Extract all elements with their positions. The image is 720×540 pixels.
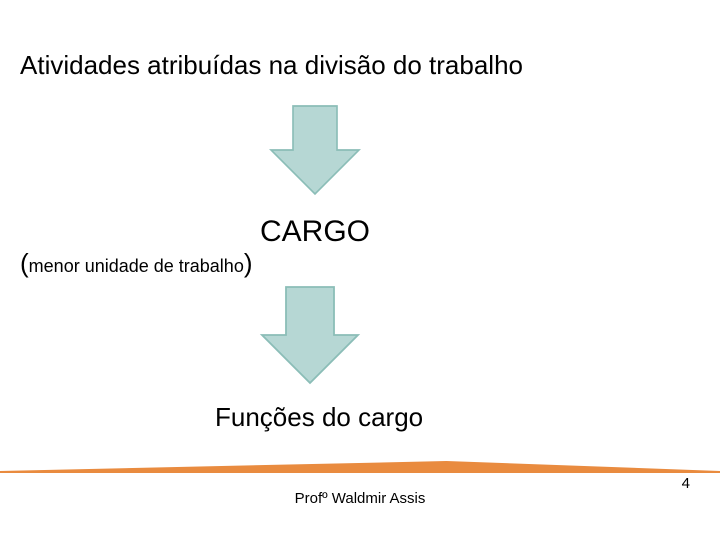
arrow-down-2 <box>250 275 370 395</box>
arrow-down-1 <box>260 95 370 205</box>
footer-author: Profº Waldmir Assis <box>0 490 720 507</box>
footer-divider <box>0 460 720 472</box>
arrow-down-icon <box>271 106 359 194</box>
cargo-heading: CARGO <box>260 215 370 249</box>
slide-title: Atividades atribuídas na divisão do trab… <box>20 50 523 81</box>
page-number: 4 <box>682 475 690 492</box>
paren-close: ) <box>244 248 253 278</box>
funcoes-heading: Funções do cargo <box>215 402 423 433</box>
divider-shape <box>0 461 720 473</box>
paren-open: ( <box>20 248 29 278</box>
slide: Atividades atribuídas na divisão do trab… <box>0 0 720 540</box>
cargo-subtitle: (menor unidade de trabalho) <box>20 248 253 279</box>
subtitle-body: menor unidade de trabalho <box>29 256 244 276</box>
arrow-down-icon <box>262 287 358 383</box>
